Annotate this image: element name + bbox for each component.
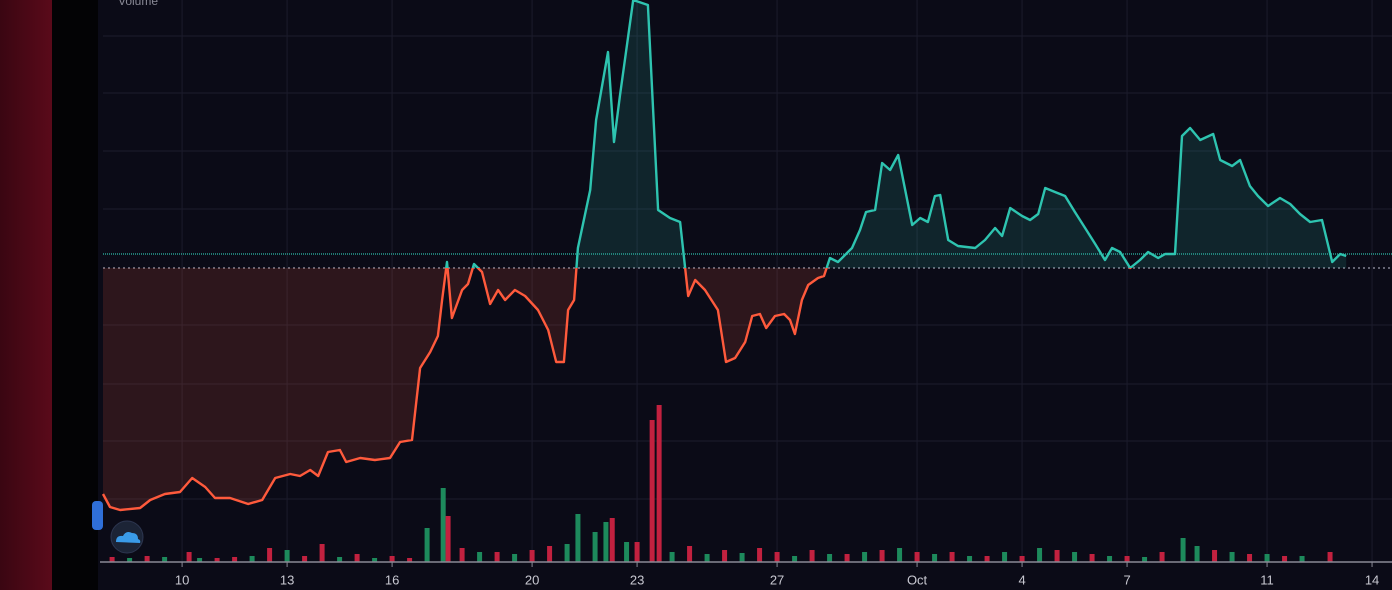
bezel bbox=[52, 0, 98, 590]
volume-bar bbox=[704, 554, 710, 562]
volume-bar bbox=[186, 552, 192, 562]
x-tick-label: 4 bbox=[1018, 572, 1025, 587]
volume-bar bbox=[1002, 552, 1008, 562]
volume-bar bbox=[267, 548, 273, 562]
volume-bar bbox=[687, 546, 693, 562]
volume-bar bbox=[1089, 554, 1095, 562]
volume-bar bbox=[1142, 557, 1148, 562]
x-tick-label: 11 bbox=[1260, 572, 1274, 587]
volume-bar bbox=[1229, 552, 1235, 562]
volume-bar bbox=[656, 405, 662, 562]
volume-bar bbox=[914, 552, 920, 562]
volume-bar bbox=[634, 542, 640, 562]
volume-bar bbox=[477, 552, 483, 562]
volume-bar bbox=[459, 548, 465, 562]
volume-bar bbox=[354, 554, 360, 562]
x-tick-label: 20 bbox=[525, 572, 539, 587]
volume-bar bbox=[844, 554, 850, 562]
volume-bar bbox=[1194, 546, 1200, 562]
x-tick-label: 7 bbox=[1123, 572, 1130, 587]
volume-bar bbox=[1247, 554, 1253, 562]
panel-label: Volume bbox=[118, 0, 158, 8]
volume-bar bbox=[1264, 554, 1270, 562]
volume-bar bbox=[592, 532, 598, 562]
x-tick-label: 16 bbox=[385, 572, 399, 587]
volume-bar bbox=[144, 556, 150, 562]
volume-bar bbox=[372, 558, 378, 562]
volume-bar bbox=[757, 548, 763, 562]
volume-bar bbox=[967, 556, 973, 562]
volume-bar bbox=[774, 552, 780, 562]
volume-bar bbox=[1019, 556, 1025, 562]
x-tick-label: 27 bbox=[770, 572, 784, 587]
price-line bbox=[101, 0, 1347, 512]
volume-bar bbox=[127, 558, 133, 562]
volume-bar bbox=[197, 558, 203, 562]
row-lines bbox=[103, 35, 1392, 500]
volume-bar bbox=[284, 550, 290, 562]
volume-bar bbox=[494, 552, 500, 562]
volume-bar bbox=[1180, 538, 1186, 562]
volume-bar bbox=[302, 556, 308, 562]
volume-bar bbox=[862, 552, 868, 562]
volume-bar bbox=[649, 420, 655, 562]
volume-bar bbox=[827, 554, 833, 562]
bezel-left bbox=[0, 0, 52, 590]
volume-bar bbox=[897, 548, 903, 562]
x-tick-label: 23 bbox=[630, 572, 644, 587]
volume-bar bbox=[547, 546, 553, 562]
volume-bar bbox=[669, 552, 675, 562]
volume-bar bbox=[1054, 550, 1060, 562]
volume-bar bbox=[722, 550, 728, 562]
x-tick-label: 10 bbox=[175, 572, 189, 587]
volume-bar bbox=[232, 557, 238, 562]
volume-bar bbox=[109, 557, 115, 562]
volume-bar bbox=[512, 554, 518, 562]
volume-bar bbox=[564, 544, 570, 562]
price-area bbox=[103, 0, 1347, 510]
volume-bar bbox=[319, 544, 325, 562]
scroll-handle[interactable] bbox=[92, 501, 103, 530]
x-tick-label: 14 bbox=[1365, 572, 1379, 587]
x-tick-label: Oct bbox=[907, 572, 928, 587]
volume-bar bbox=[445, 516, 451, 562]
volume-bar bbox=[249, 556, 255, 562]
volume-bar bbox=[1107, 556, 1113, 562]
volume-bar bbox=[1327, 552, 1333, 562]
volume-bar bbox=[879, 550, 885, 562]
volume-bar bbox=[792, 556, 798, 562]
volume-bar bbox=[529, 550, 535, 562]
volume-bar bbox=[407, 558, 413, 562]
volume-bar bbox=[1159, 552, 1165, 562]
chart-layer: 10 13 16 20 23 27 Oct 4 7 11 14 bbox=[101, 0, 1392, 587]
x-tick-label: 13 bbox=[280, 572, 294, 587]
volume-bar bbox=[337, 557, 343, 562]
volume-bar bbox=[214, 558, 220, 562]
volume-bar bbox=[1037, 548, 1043, 562]
volume-bar bbox=[624, 542, 630, 562]
volume-bar bbox=[609, 518, 615, 562]
volume-bar bbox=[1072, 552, 1078, 562]
volume-bar bbox=[932, 554, 938, 562]
volume-bar bbox=[1282, 556, 1288, 562]
volume-bar bbox=[949, 552, 955, 562]
cloud-glyph bbox=[116, 532, 141, 543]
volume-bar bbox=[1299, 556, 1305, 562]
volume-bar bbox=[389, 556, 395, 562]
volume-bar bbox=[440, 488, 446, 562]
volume-bar bbox=[1212, 550, 1218, 562]
volume-bar bbox=[984, 556, 990, 562]
volume-bar bbox=[575, 514, 581, 562]
volume-bar bbox=[162, 557, 168, 562]
volume-bar bbox=[739, 553, 745, 562]
volume-bar bbox=[424, 528, 430, 562]
volume-bar bbox=[809, 550, 815, 562]
volume-bar bbox=[603, 522, 609, 562]
volume-bar bbox=[1124, 556, 1130, 562]
